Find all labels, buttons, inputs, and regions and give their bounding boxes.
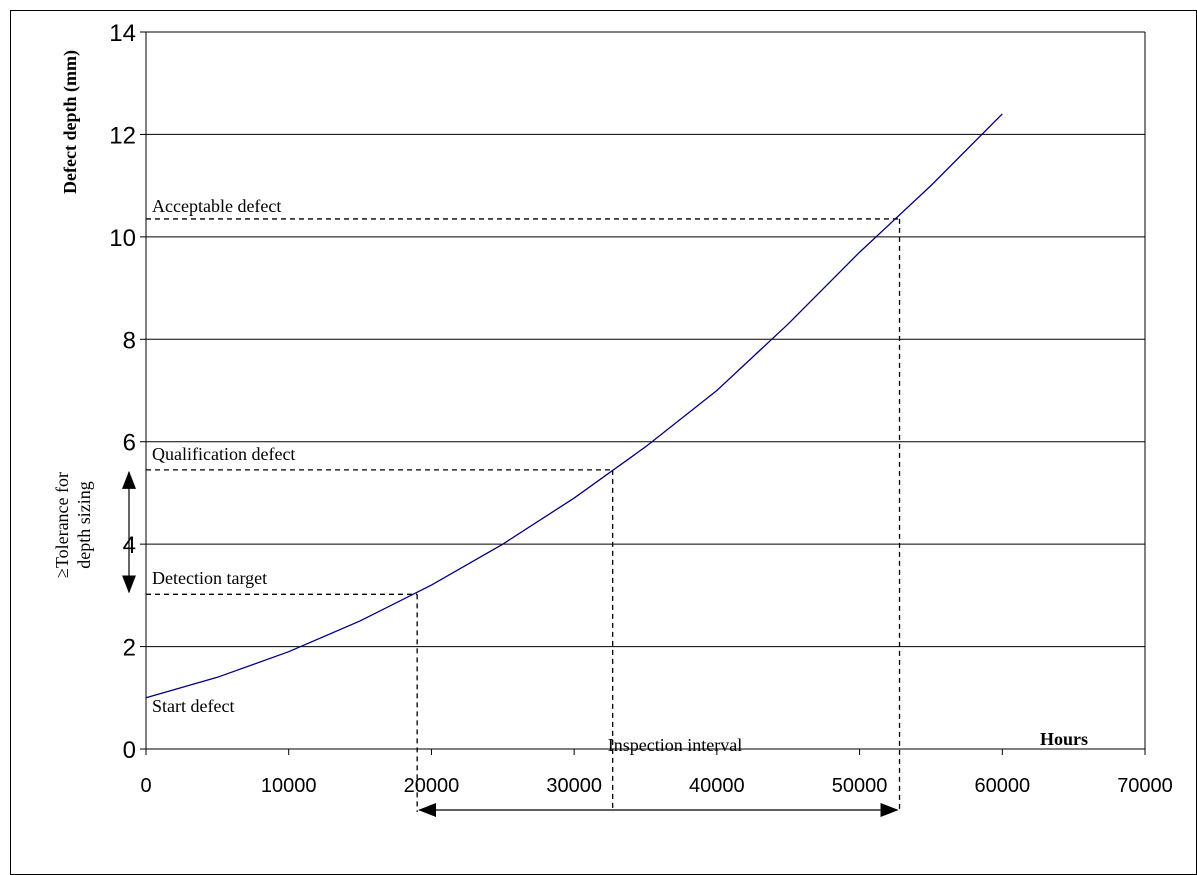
annotation-guides xyxy=(122,218,901,817)
y-tick-label: 8 xyxy=(123,327,136,354)
y-axis-label: Defect depth (mm) xyxy=(60,50,81,194)
y-tick-label: 14 xyxy=(109,20,136,47)
x-tick-label: 50000 xyxy=(832,775,888,797)
x-tick-label: 60000 xyxy=(974,775,1030,797)
y-tick-label: 2 xyxy=(123,635,136,662)
gridlines xyxy=(146,31,1145,648)
x-axis-label: Hours xyxy=(1040,729,1088,749)
y-tick-label: 0 xyxy=(123,737,136,764)
y-tick-label: 6 xyxy=(123,430,136,457)
inspection-interval-label: Inspection interval xyxy=(608,735,742,755)
detection-target-label: Detection target xyxy=(152,568,267,588)
x-tick-label: 10000 xyxy=(261,775,317,797)
x-tick-label: 0 xyxy=(140,775,151,797)
x-tick-label: 40000 xyxy=(689,775,745,797)
series-group xyxy=(145,113,1003,699)
x-tick-label: 30000 xyxy=(546,775,602,797)
tolerance-label-line1: ≥Tolerance for xyxy=(52,472,72,578)
tolerance-label-line2: depth sizing xyxy=(74,481,94,569)
y-tick-label: 10 xyxy=(109,225,136,252)
axes xyxy=(140,31,1146,755)
x-tick-label: 20000 xyxy=(404,775,460,797)
y-tick-labels: 02468101214 xyxy=(109,20,136,764)
start-defect-label: Start defect xyxy=(152,696,234,716)
x-tick-label: 70000 xyxy=(1117,775,1173,797)
x-tick-labels: 0 10000 20000 30000 40000 50000 60000 70000 xyxy=(140,775,1172,797)
y-tick-label: 12 xyxy=(109,122,136,149)
acceptable-defect-label: Acceptable defect xyxy=(152,196,281,216)
qualification-defect-label: Qualification defect xyxy=(152,444,295,464)
